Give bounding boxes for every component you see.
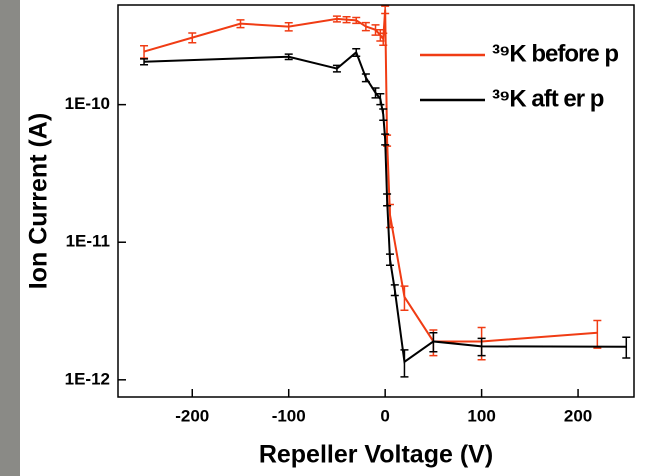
error-bar bbox=[379, 32, 388, 47]
y-tick-label: 1E-12 bbox=[65, 369, 110, 388]
error-bar bbox=[383, 193, 392, 207]
error-bar bbox=[385, 253, 394, 267]
error-bar bbox=[371, 24, 380, 36]
error-bar bbox=[284, 21, 293, 32]
error-bar bbox=[400, 349, 409, 378]
error-bar bbox=[379, 108, 388, 122]
x-tick-label: 100 bbox=[467, 406, 495, 425]
y-tick-label: 1E-11 bbox=[66, 232, 110, 251]
x-tick-label: 0 bbox=[380, 406, 389, 425]
error-bar bbox=[284, 53, 293, 61]
legend-label: ³⁹K aft er p bbox=[492, 85, 604, 112]
x-tick-label: -200 bbox=[175, 406, 209, 425]
x-axis-title: Repeller Voltage (V) bbox=[259, 441, 493, 469]
error-bar bbox=[429, 331, 438, 353]
error-bar bbox=[361, 21, 370, 32]
error-bar bbox=[381, 133, 390, 146]
series-line bbox=[144, 50, 627, 364]
error-bar bbox=[332, 64, 341, 73]
error-bar bbox=[390, 284, 399, 297]
error-bar bbox=[188, 32, 197, 44]
legend-label: ³⁹K before p bbox=[492, 40, 618, 67]
error-bar bbox=[477, 337, 486, 357]
error-bar bbox=[332, 15, 341, 23]
error-bar bbox=[593, 319, 602, 349]
x-tick-label: 200 bbox=[564, 406, 592, 425]
error-bar bbox=[140, 58, 149, 66]
error-bar bbox=[400, 285, 409, 312]
error-bar bbox=[342, 16, 351, 24]
series-line bbox=[143, 9, 598, 343]
error-bar bbox=[376, 93, 385, 106]
error-bar bbox=[236, 19, 245, 29]
photo-edge bbox=[0, 0, 20, 476]
error-bar bbox=[352, 16, 361, 25]
error-bar bbox=[381, 5, 390, 15]
error-bar bbox=[361, 73, 370, 83]
error-bar bbox=[352, 47, 361, 57]
error-bar bbox=[140, 44, 149, 59]
error-bar bbox=[371, 87, 380, 99]
y-axis-title: Ion Current (A) bbox=[25, 113, 53, 289]
x-tick-label: -100 bbox=[272, 406, 306, 425]
plot-frame bbox=[117, 4, 635, 398]
y-tick-label: 1E-10 bbox=[65, 94, 110, 113]
error-bar bbox=[622, 336, 631, 359]
